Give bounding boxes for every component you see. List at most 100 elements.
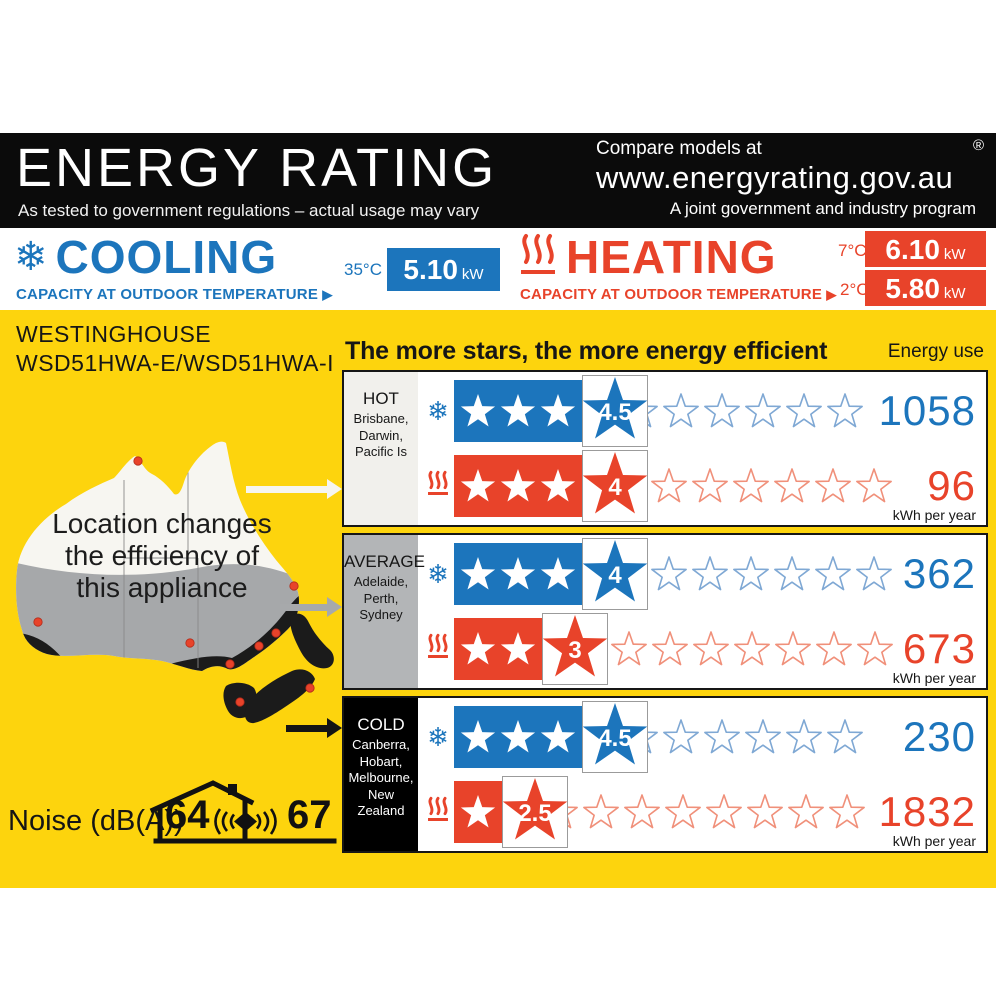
bar-star-icon: [460, 468, 496, 502]
zone-rating-box: HOT Brisbane, Darwin, Pacific Is ❄ 4.5 105…: [342, 370, 988, 527]
rating-star-icon: 4: [583, 451, 647, 514]
outdoor-speaker-cone: [247, 813, 257, 830]
outline-star-icon: [706, 793, 742, 828]
outline-star-icon: [733, 630, 770, 665]
outline-star-icon: [827, 392, 863, 427]
outline-star-icon: [691, 467, 728, 502]
outline-star-icon: [663, 392, 699, 427]
outline-star-icon: [773, 555, 810, 590]
heating-energy-value: 1832: [878, 787, 976, 835]
outline-star-icon: [624, 793, 660, 828]
outline-star-icon: [665, 793, 701, 828]
outline-star-icon: [786, 392, 822, 427]
hot-zone-arrow: [246, 479, 342, 499]
map-caption-line: Location changes: [52, 508, 272, 539]
heating-star-row: 4 96: [418, 448, 986, 523]
indoor-speaker-icon: [214, 808, 236, 835]
main-area: WESTINGHOUSE WSD51HWA-E/WSD51HWA-I The m…: [0, 310, 996, 888]
svg-text:4: 4: [608, 562, 622, 589]
house-noise-icon: [149, 780, 337, 844]
heating-capacity-value-1: 6.10: [885, 234, 940, 265]
zone-rating-box: COLD Canberra, Hobart, Melbourne, New Zeala…: [342, 696, 988, 853]
website-url: www.energyrating.gov.au: [596, 160, 954, 195]
heat-waves-icon: [422, 470, 454, 501]
outline-star-icon: [610, 630, 647, 665]
heating-capacity-value-2: 5.80: [885, 273, 940, 304]
zone-rows: ❄ 4 362 3: [418, 535, 986, 688]
cooling-rating-star: 4.5: [582, 374, 648, 447]
heating-star-bar: [454, 454, 582, 517]
zone-cities: Canberra, Hobart, Melbourne, New Zealand: [344, 737, 418, 820]
heating-energy-value: 96: [927, 461, 976, 509]
cooling-header: ❄ COOLING: [14, 230, 277, 284]
kwh-per-year-label: kWh per year: [892, 670, 976, 686]
zone-cities: Brisbane, Darwin, Pacific Is: [344, 411, 418, 461]
bar-star-icon: [500, 556, 536, 590]
heat-waves-icon: [422, 796, 454, 827]
zone-label: HOT Brisbane, Darwin, Pacific Is: [344, 372, 418, 525]
heating-rating-star: 4: [582, 449, 648, 522]
pointer-icon: ▶: [826, 287, 837, 302]
cooling-star-row: ❄ 4.5 230: [418, 699, 986, 774]
zone-city: Hobart,: [359, 753, 403, 769]
cooling-capacity-unit: kW: [461, 266, 484, 283]
compare-text: Compare models at: [596, 138, 762, 159]
outline-star-icon: [827, 718, 863, 753]
outline-star-icon: [732, 467, 769, 502]
outline-star-icon: [855, 467, 892, 502]
bar-star-icon: [540, 393, 576, 427]
heating-outline-stars: [542, 793, 868, 831]
cooling-outline-stars: [622, 718, 866, 756]
zone-cold-region: [16, 590, 299, 672]
outline-star-icon: [583, 793, 619, 828]
outline-star-icon: [747, 793, 783, 828]
bar-star-icon: [500, 719, 536, 753]
zone-city: Adelaide,: [353, 574, 409, 589]
outline-star-icon: [704, 718, 740, 753]
heating-rating-star: 2.5: [502, 775, 568, 848]
snowflake-icon: ❄: [427, 395, 449, 426]
svg-text:3: 3: [568, 637, 581, 664]
heating-subtitle: CAPACITY AT OUTDOOR TEMPERATURE ▶: [520, 286, 837, 303]
heating-title: HEATING: [566, 231, 777, 283]
heat-waves-icon: [422, 633, 454, 664]
outline-star-icon: [856, 630, 893, 665]
outline-star-icon: [788, 793, 824, 828]
outdoor-noise-value: 67: [287, 793, 332, 837]
bar-star-icon: [460, 794, 496, 828]
heating-rating-star: 3: [542, 612, 608, 685]
map-caption: Location changes the efficiency of this …: [28, 508, 296, 604]
program-text: A joint government and industry program: [669, 199, 976, 218]
bar-star-icon: [540, 556, 576, 590]
outline-star-icon: [855, 555, 892, 590]
cooling-star-bar: [454, 705, 582, 768]
outline-star-icon: [704, 392, 740, 427]
zone-city: New Zealand: [357, 786, 405, 819]
cooling-rating-star: 4: [582, 537, 648, 610]
zone-rating-box: AVERAGE Adelaide, Perth, Sydney ❄ 4 362: [342, 533, 988, 690]
outline-star-icon: [650, 555, 687, 590]
nz-south-island: [244, 669, 315, 724]
cooling-subtitle-text: CAPACITY AT OUTDOOR TEMPERATURE: [16, 286, 319, 303]
label-title: ENERGY RATING: [16, 138, 498, 198]
outline-star-icon: [745, 718, 781, 753]
header: ENERGY RATING As tested to government re…: [0, 133, 996, 228]
cooling-capacity-value: 5.10: [403, 254, 458, 285]
svg-text:4.5: 4.5: [598, 399, 631, 426]
cooling-capacity-box: 5.10 kW: [387, 248, 500, 291]
outline-star-icon: [650, 467, 687, 502]
noise-label: Noise (dB(A)): [8, 805, 184, 837]
rating-star-icon: 4: [583, 539, 647, 602]
zone-city: Sydney: [359, 607, 403, 622]
outline-star-icon: [691, 555, 728, 590]
bar-star-icon: [460, 719, 496, 753]
bar-star-icon: [460, 393, 496, 427]
map-caption-line: the efficiency of: [64, 540, 260, 571]
outline-star-icon: [663, 718, 699, 753]
svg-text:4.5: 4.5: [598, 725, 631, 752]
heating-outline-stars: [648, 467, 894, 505]
snowflake-icon: ❄: [14, 235, 48, 279]
outline-star-icon: [651, 630, 688, 665]
cooling-rating-star: 4.5: [582, 700, 648, 773]
zone-label: AVERAGE Adelaide, Perth, Sydney: [344, 535, 425, 688]
